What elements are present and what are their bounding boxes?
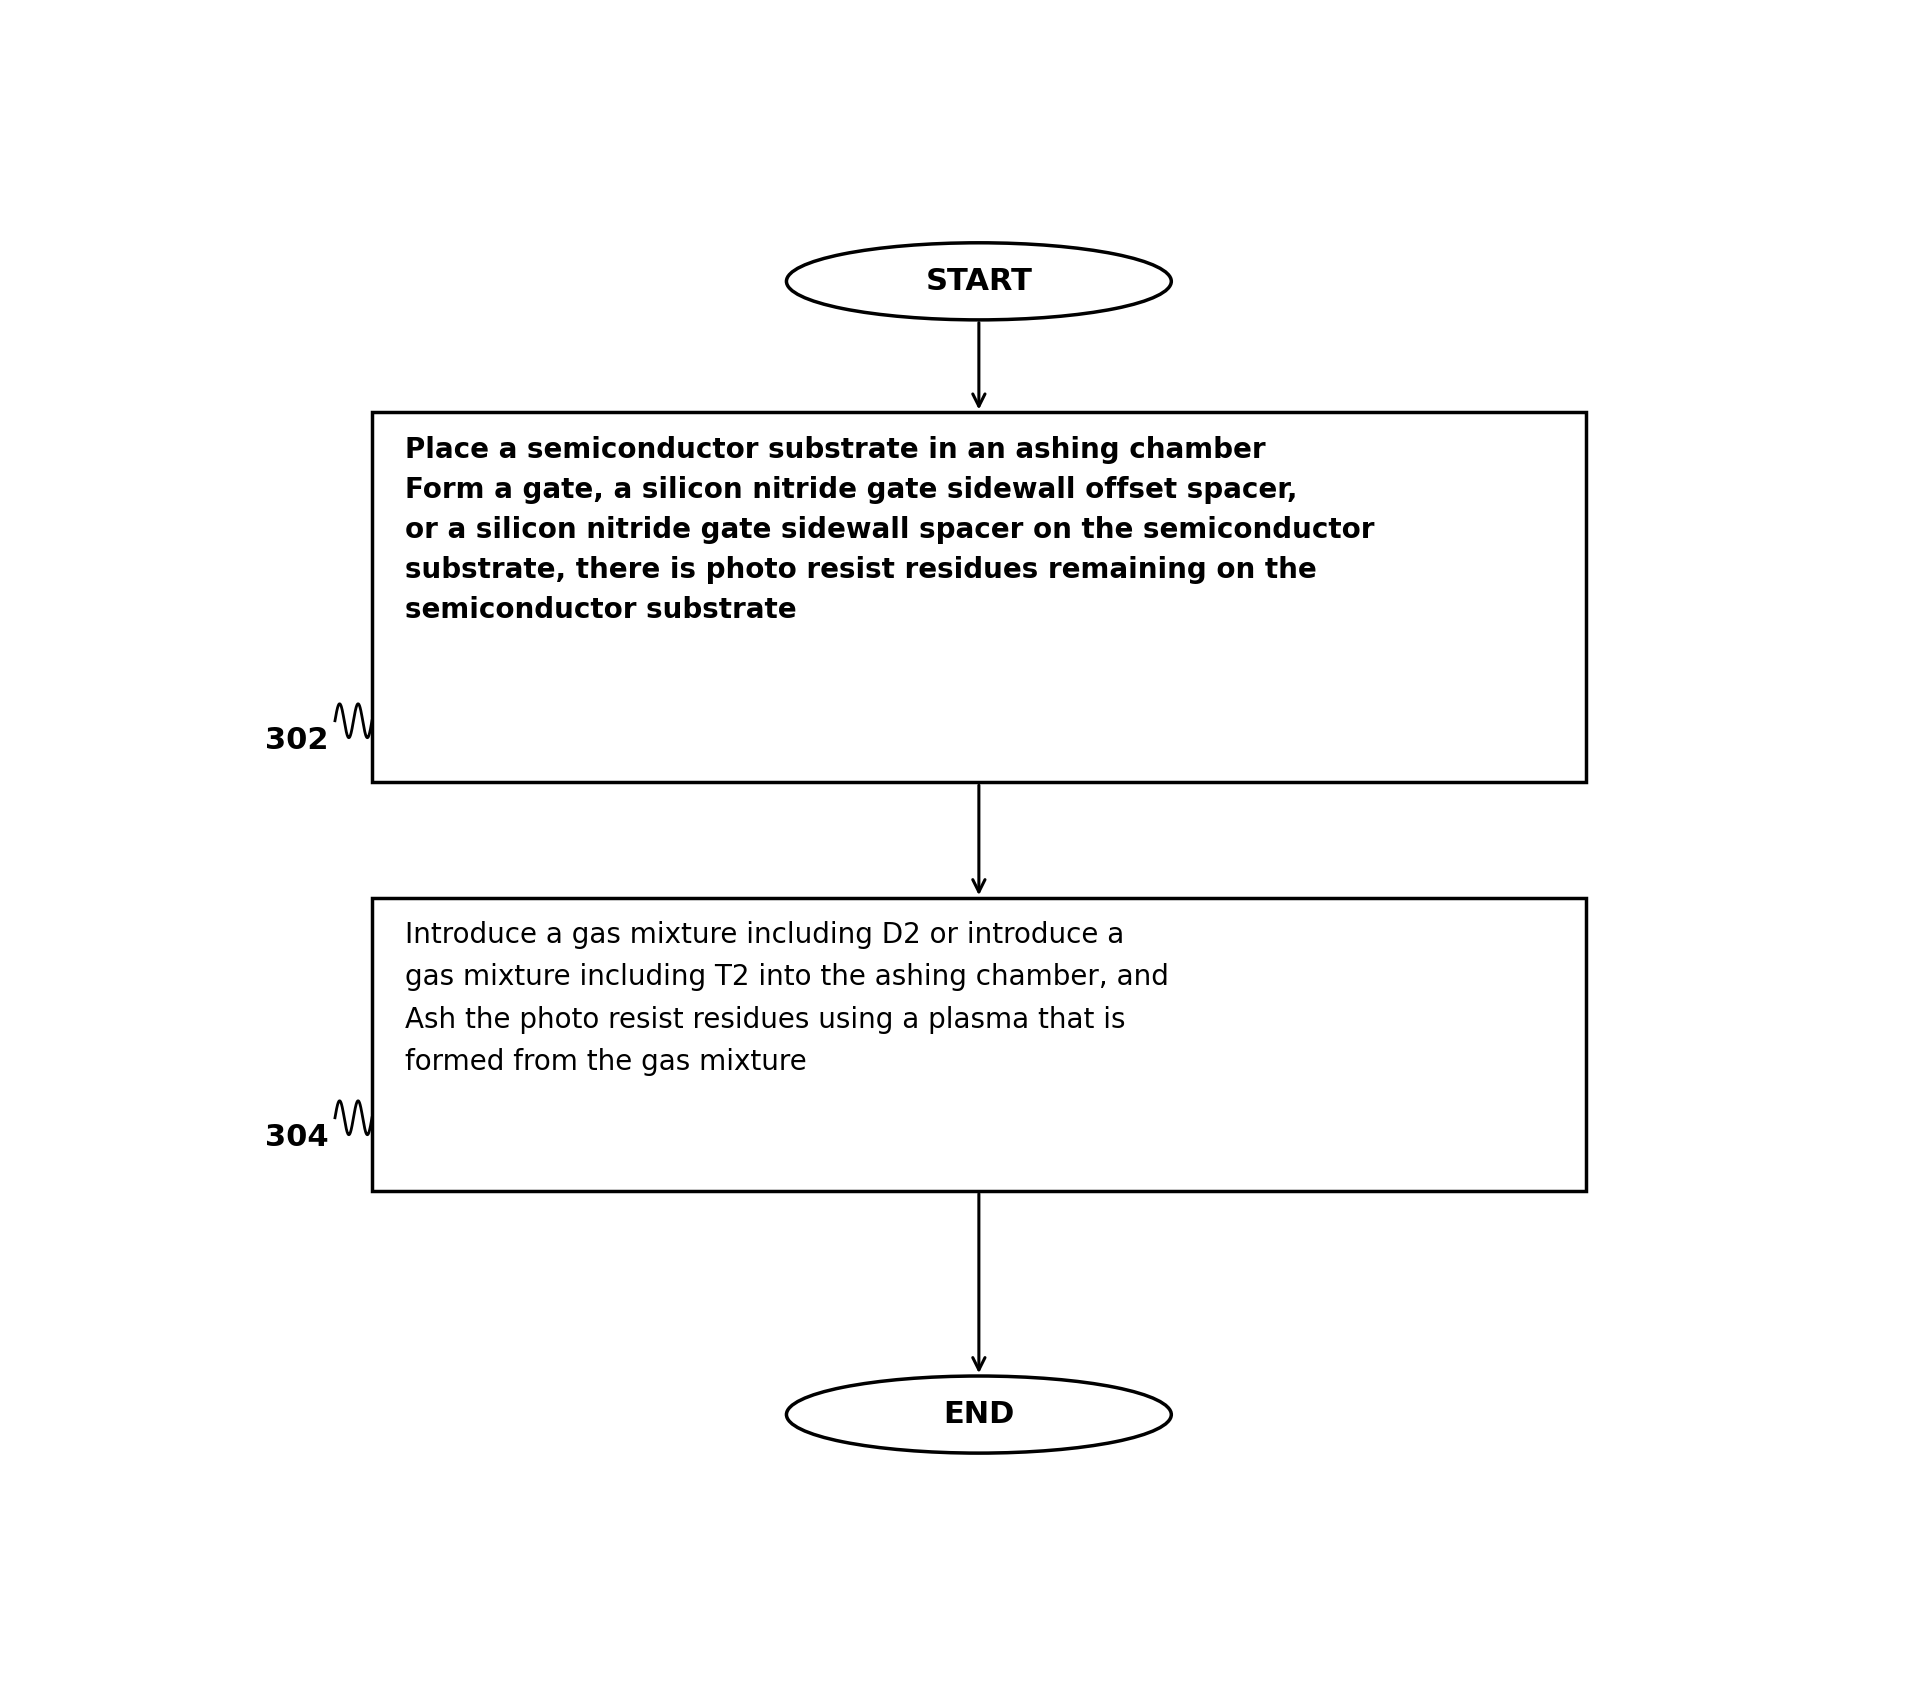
Ellipse shape <box>787 243 1171 320</box>
FancyBboxPatch shape <box>372 899 1585 1191</box>
Text: START: START <box>926 267 1031 296</box>
Text: END: END <box>944 1401 1014 1430</box>
FancyBboxPatch shape <box>372 412 1585 783</box>
Text: Place a semiconductor substrate in an ashing chamber
Form a gate, a silicon nitr: Place a semiconductor substrate in an as… <box>405 436 1373 625</box>
Text: 304: 304 <box>265 1123 329 1152</box>
Ellipse shape <box>787 1375 1171 1454</box>
Text: Introduce a gas mixture including D2 or introduce a
gas mixture including T2 int: Introduce a gas mixture including D2 or … <box>405 921 1169 1076</box>
Text: 302: 302 <box>265 725 329 754</box>
